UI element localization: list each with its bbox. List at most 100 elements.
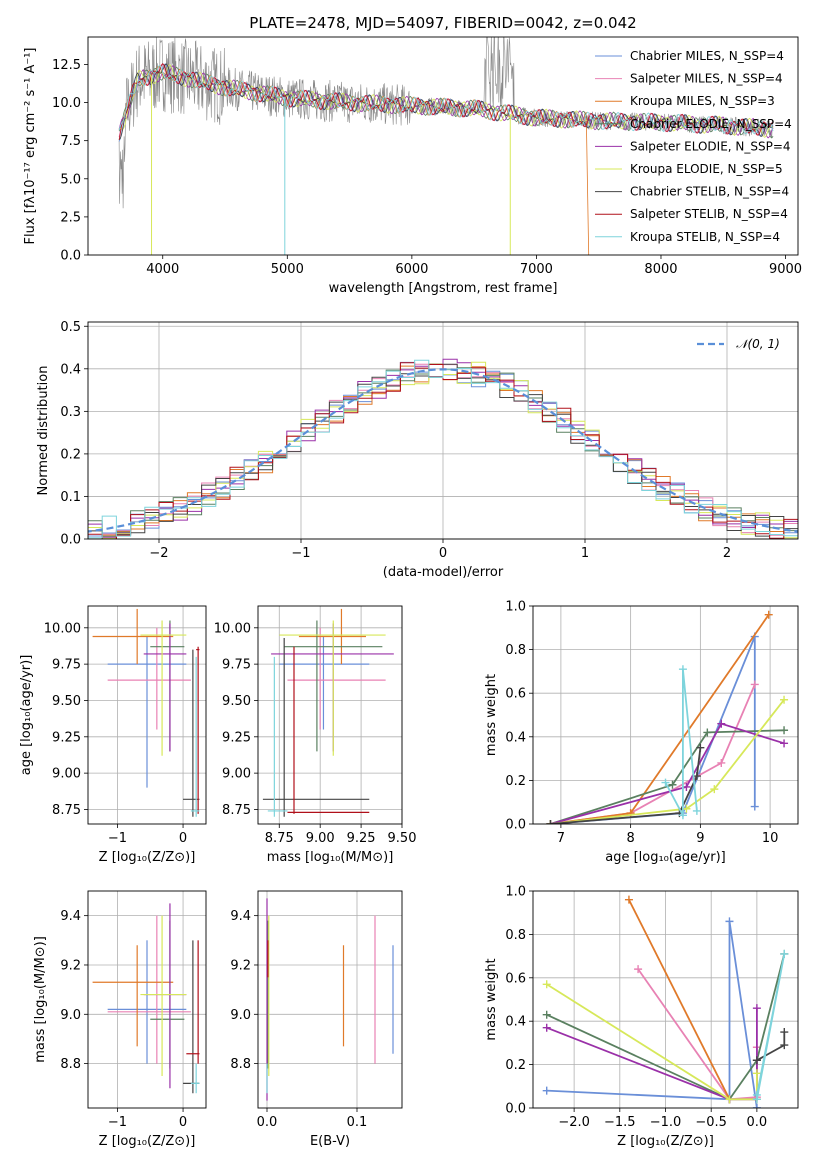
- y-tick-label: 10.00: [44, 621, 81, 636]
- weight-line-salpeter_elodie: [550, 722, 785, 824]
- weight-line-salpeter_miles: [550, 684, 756, 824]
- weight-line-chabrier_miles: [546, 921, 758, 1108]
- x-axis-label: age [log₁₀(age/yr)]: [605, 850, 726, 865]
- y-tick-label: 9.2: [60, 958, 81, 973]
- weight-marker-kroupa_elodie: [542, 980, 551, 989]
- y-axis-label: mass weight: [484, 674, 499, 756]
- weight-marker-salpeter_elodie: [752, 1004, 761, 1013]
- weight-marker-chabrier_stelib: [546, 820, 555, 824]
- x-tick-label: 9000: [769, 262, 802, 277]
- weight-marker-kroupa_miles: [764, 610, 773, 619]
- y-tick-label: 10.0: [52, 96, 81, 111]
- y-tick-label: 1.0: [505, 600, 526, 615]
- x-tick-label: −1: [108, 831, 127, 846]
- x-tick-label: −2: [149, 546, 168, 561]
- weight-line-chabrier_elodie: [546, 953, 786, 1101]
- weight-marker-kroupa_elodie: [780, 695, 789, 704]
- weight-marker-salpeter_miles: [717, 758, 726, 767]
- y-tick-label: 0.0: [60, 533, 81, 548]
- weight-marker-salpeter_elodie: [542, 1023, 551, 1032]
- y-axis-label: mass [log₁₀(M/M⊙)]: [33, 936, 48, 1063]
- x-tick-label: 10: [762, 831, 779, 846]
- x-tick-label: −1.0: [650, 1115, 682, 1130]
- weight-line-kroupa_stelib: [756, 953, 786, 1100]
- y-tick-label: 9.2: [230, 958, 251, 973]
- y-tick-label: 0.0: [60, 249, 81, 264]
- x-axis-label: Z [log₁₀(Z/Z⊙)]: [99, 850, 196, 865]
- spectrum-group: [118, 37, 774, 255]
- y-tick-label: 2.5: [60, 210, 81, 225]
- weight-line-kroupa_elodie: [550, 699, 785, 824]
- y-tick-label: 0.2: [60, 447, 81, 462]
- weight-marker-kroupa_stelib: [752, 1090, 761, 1099]
- x-tick-label: −0.5: [695, 1115, 727, 1130]
- weight-marker-chabrier_elodie: [668, 780, 677, 789]
- errorbar-group: [92, 903, 200, 1094]
- y-tick-label: 0.2: [505, 1058, 526, 1073]
- y-tick-label: 9.75: [222, 658, 251, 673]
- y-tick-label: 9.25: [52, 730, 81, 745]
- y-tick-label: 10.00: [214, 621, 251, 636]
- x-tick-label: 5000: [271, 262, 304, 277]
- normal-curve-line: [88, 368, 798, 533]
- y-tick-label: 7.5: [60, 134, 81, 149]
- weight-marker-kroupa_stelib: [780, 949, 789, 958]
- legend-label-kroupa_elodie: Kroupa ELODIE, N_SSP=5: [630, 162, 783, 176]
- x-axis-label: mass [log₁₀(M/M⊙)]: [267, 850, 394, 865]
- legend-label-normal: 𝒩(0, 1): [736, 337, 780, 351]
- weight-marker-chabrier_elodie: [780, 726, 789, 735]
- y-tick-label: 0.3: [60, 405, 81, 420]
- axes-frame: [87, 321, 799, 540]
- y-tick-label: 9.75: [52, 658, 81, 673]
- weight-marker-chabrier_stelib: [696, 743, 705, 752]
- x-tick-label: 1: [581, 546, 589, 561]
- weight-marker-chabrier_stelib: [752, 1056, 761, 1065]
- legend-label-kroupa_miles: Kroupa MILES, N_SSP=3: [630, 94, 775, 108]
- weight-marker-chabrier_miles: [752, 1104, 761, 1108]
- y-axis-label: age [log₁₀(age/yr)]: [19, 655, 34, 776]
- y-tick-label: 8.8: [60, 1057, 81, 1072]
- x-tick-label: 9: [696, 831, 704, 846]
- y-tick-label: 0.0: [505, 818, 526, 833]
- weight-marker-kroupa_elodie: [710, 785, 719, 794]
- y-tick-label: 0.0: [505, 1102, 526, 1117]
- y-tick-label: 9.4: [230, 909, 251, 924]
- y-tick-label: 0.6: [505, 971, 526, 986]
- y-tick-label: 8.8: [230, 1057, 251, 1072]
- model-spectrum-kroupa_stelib: [118, 65, 774, 135]
- weight-marker-chabrier_stelib: [780, 1028, 789, 1037]
- y-tick-label: 9.00: [52, 767, 81, 782]
- errorbar-group: [92, 608, 200, 817]
- weight-line-kroupa_miles: [628, 899, 731, 1100]
- y-tick-label: 0.8: [505, 928, 526, 943]
- x-tick-label: 9.00: [306, 831, 335, 846]
- axes-frame: [257, 890, 403, 1109]
- x-tick-label: 9.50: [388, 831, 417, 846]
- y-tick-label: 9.25: [222, 730, 251, 745]
- axes-frame: [532, 890, 799, 1109]
- axes-frame: [257, 605, 403, 825]
- errorbar-group: [262, 608, 394, 817]
- y-tick-label: 8.75: [52, 803, 81, 818]
- x-tick-label: 6000: [395, 262, 428, 277]
- weight-line-kroupa_miles: [550, 614, 770, 824]
- x-tick-label: −1: [108, 1115, 127, 1130]
- x-axis-label: Z [log₁₀(Z/Z⊙)]: [99, 1134, 196, 1149]
- y-tick-label: 9.50: [52, 694, 81, 709]
- x-tick-label: 0: [439, 546, 447, 561]
- y-axis-label: Normed distribution: [36, 366, 51, 496]
- y-tick-label: 1.0: [505, 885, 526, 900]
- x-tick-label: 0: [179, 1115, 187, 1130]
- chart-title: PLATE=2478, MJD=54097, FIBERID=0042, z=0…: [249, 14, 636, 32]
- y-tick-label: 0.4: [505, 1015, 526, 1030]
- weight-marker-kroupa_stelib: [678, 811, 687, 820]
- x-tick-label: 8.75: [265, 831, 294, 846]
- x-tick-label: 7000: [520, 262, 553, 277]
- weight-line-kroupa_stelib: [664, 669, 698, 816]
- errorbar-group: [266, 898, 394, 1101]
- x-axis-label: Z [log₁₀(Z/Z⊙)]: [617, 1134, 714, 1149]
- weight-group: [546, 610, 789, 824]
- legend-label-chabrier_elodie: Chabrier ELODIE, N_SSP=4: [630, 117, 792, 131]
- weight-marker-salpeter_miles: [634, 965, 643, 974]
